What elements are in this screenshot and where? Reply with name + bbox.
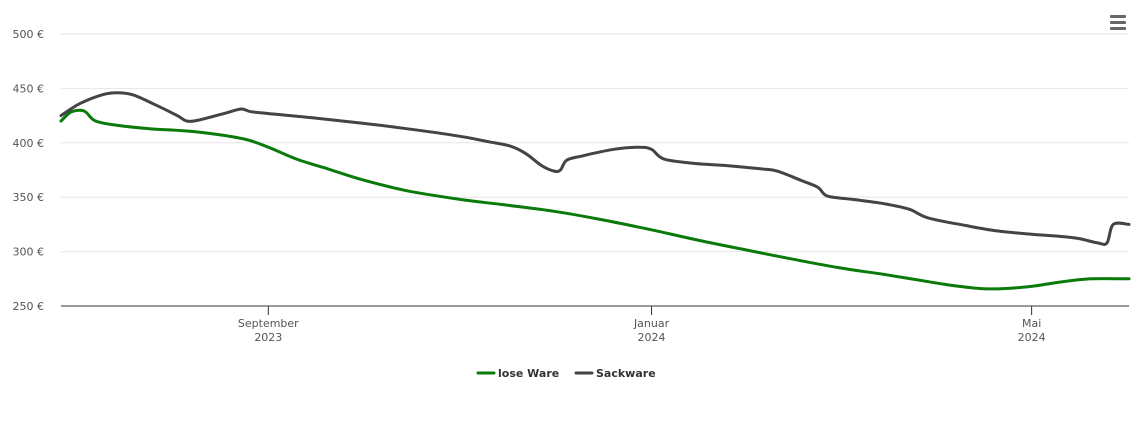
y-tick-label: 300 €	[13, 246, 45, 259]
legend[interactable]: lose Ware Sackware	[476, 367, 656, 380]
x-tick-year-label: 2023	[254, 331, 282, 344]
hamburger-menu-icon[interactable]	[1104, 10, 1132, 34]
legend-label: lose Ware	[498, 367, 559, 380]
series-lines	[59, 91, 1131, 291]
legend-item-sackware[interactable]: Sackware	[574, 367, 656, 380]
series-line-sackware[interactable]	[59, 91, 1131, 246]
x-tick-year-label: 2024	[1018, 331, 1046, 344]
legend-label: Sackware	[596, 367, 656, 380]
series-line-lose-ware[interactable]	[59, 108, 1131, 291]
y-tick-label: 450 €	[13, 82, 45, 95]
y-tick-label: 500 €	[13, 28, 45, 41]
x-tick-label: September	[238, 317, 299, 330]
y-tick-label: 350 €	[13, 191, 45, 204]
legend-item-lose-ware[interactable]: lose Ware	[476, 367, 559, 380]
y-axis: 500 € 450 € 400 € 350 € 300 € 250 €	[13, 28, 45, 313]
y-tick-label: 250 €	[13, 300, 45, 313]
x-tick-label: Mai	[1022, 317, 1041, 330]
y-tick-label: 400 €	[13, 137, 45, 150]
x-tick-label: Januar	[633, 317, 670, 330]
grid-lines	[61, 33, 1129, 253]
x-tick-year-label: 2024	[638, 331, 666, 344]
